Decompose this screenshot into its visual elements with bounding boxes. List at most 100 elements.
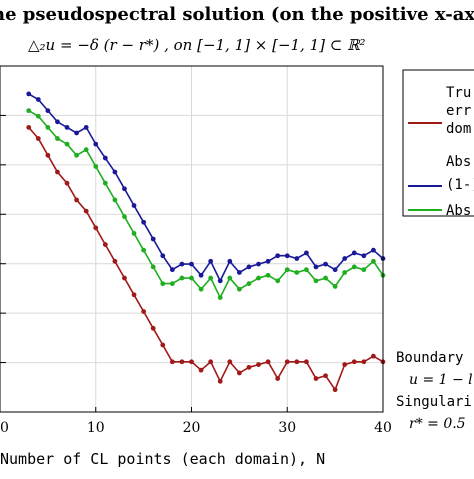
data-point <box>217 295 223 300</box>
data-point <box>55 169 60 175</box>
data-point <box>294 270 300 275</box>
data-point <box>189 275 194 281</box>
data-point <box>332 267 338 273</box>
data-point <box>371 258 376 264</box>
data-point <box>83 124 89 130</box>
data-point <box>93 164 99 169</box>
legend-label-true-error-1: Tru <box>446 85 471 101</box>
x-tick-label: 20 <box>183 420 201 436</box>
data-point <box>45 152 51 158</box>
legend: Tru err dom Abs (1-) Abs <box>402 69 474 219</box>
data-point <box>131 292 137 298</box>
data-point <box>323 261 328 267</box>
data-point <box>217 278 223 284</box>
data-point <box>112 169 118 175</box>
data-point <box>35 97 41 102</box>
data-point <box>284 253 290 259</box>
data-point <box>304 250 309 256</box>
data-point <box>160 281 166 287</box>
x-ticks: 0 10 20 30 40 <box>0 407 392 436</box>
legend-label-abs-1-1: Abs <box>446 154 471 170</box>
data-point <box>189 261 194 267</box>
data-point <box>256 261 261 267</box>
data-point <box>122 275 127 281</box>
data-point <box>236 286 242 292</box>
data-point <box>371 353 376 359</box>
x-tick-label: 0 <box>0 420 9 436</box>
data-point <box>256 275 261 281</box>
data-point <box>371 247 376 253</box>
data-point <box>332 387 338 393</box>
data-point <box>112 197 118 203</box>
legend-label-abs-inf-1: Abs <box>446 203 471 219</box>
data-point <box>26 91 32 97</box>
data-point <box>294 256 300 261</box>
data-point <box>323 275 328 281</box>
data-point <box>122 186 127 192</box>
data-point <box>102 242 108 247</box>
plot-area: 0 10 20 30 40 <box>0 65 392 436</box>
data-point <box>217 378 223 384</box>
data-point <box>351 359 357 365</box>
data-point <box>74 152 79 158</box>
data-point <box>313 264 319 270</box>
data-point <box>169 281 175 287</box>
data-point <box>179 261 185 267</box>
data-point <box>189 359 194 365</box>
data-point <box>83 208 89 214</box>
x-tick-label: 10 <box>87 420 105 436</box>
x-tick-label: 40 <box>374 420 392 436</box>
note-u: u = 1 − l <box>409 372 473 388</box>
data-point <box>246 281 252 287</box>
x-axis-label: Number of CL points (each domain), N <box>0 450 325 468</box>
data-point <box>342 270 348 275</box>
legend-label-true-error-2: err <box>446 103 471 119</box>
data-point <box>179 275 185 281</box>
data-point <box>45 124 51 130</box>
data-point <box>198 367 204 373</box>
data-point <box>131 203 137 208</box>
data-point <box>150 325 156 331</box>
data-point <box>208 258 214 264</box>
data-point <box>64 180 70 186</box>
data-point <box>208 359 214 365</box>
data-point <box>313 376 319 381</box>
chart-title: he pseudospectral solution (on the posit… <box>0 4 474 25</box>
data-point <box>246 364 252 370</box>
data-point <box>141 309 147 314</box>
data-point <box>275 376 281 381</box>
data-point <box>55 136 60 141</box>
data-point <box>361 359 367 365</box>
data-point <box>45 108 51 114</box>
data-point <box>256 362 261 367</box>
data-point <box>150 236 156 242</box>
data-point <box>227 275 233 281</box>
data-point <box>64 141 70 147</box>
data-point <box>198 286 204 292</box>
data-point <box>169 359 175 365</box>
data-point <box>236 370 242 376</box>
note-rstar: r* = 0.5 <box>409 416 466 432</box>
data-point <box>131 231 137 236</box>
data-point <box>351 264 357 270</box>
series-2 <box>26 108 386 300</box>
data-point <box>55 119 60 125</box>
chart-subtitle: △₂u = −δ (r − r*) , on [−1, 1] × [−1, 1]… <box>28 36 366 54</box>
data-point <box>64 124 70 130</box>
data-point <box>361 253 367 259</box>
data-point <box>275 253 281 259</box>
data-point <box>35 136 41 141</box>
data-point <box>198 272 204 278</box>
data-point <box>208 275 214 281</box>
data-point <box>342 362 348 367</box>
data-point <box>169 267 175 273</box>
data-point <box>112 258 118 264</box>
legend-label-true-error-3: dom <box>446 121 471 137</box>
data-point <box>141 219 147 225</box>
notes: Boundary u = 1 − l Singulari r* = 0.5 <box>396 350 473 432</box>
series-0 <box>26 124 386 393</box>
data-point <box>236 270 242 275</box>
note-boundary: Boundary <box>396 350 463 366</box>
data-point <box>160 342 166 348</box>
